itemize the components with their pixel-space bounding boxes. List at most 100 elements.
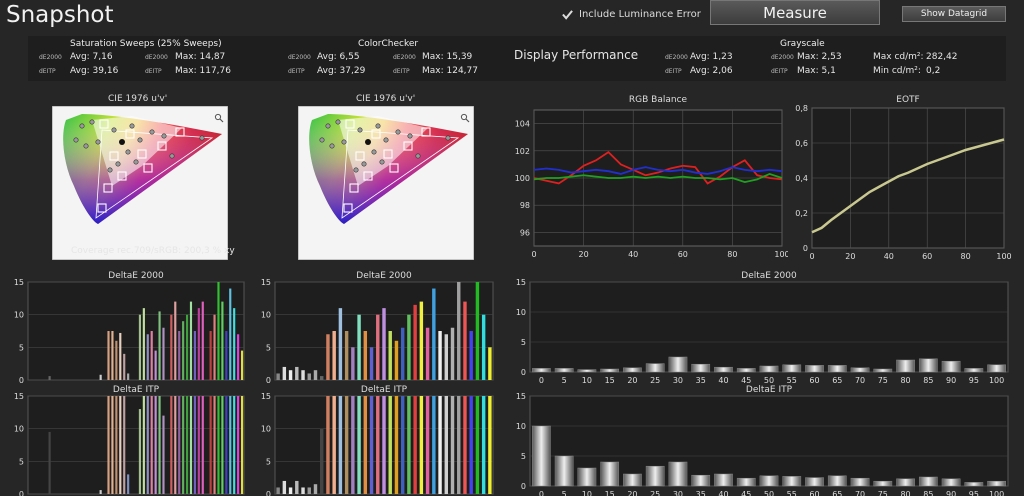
x-tick-label: 25 [650,376,660,384]
x-tick-label: 40 [718,490,728,496]
y-tick-label: 96 [520,228,530,237]
y-tick-label: 15 [14,392,24,401]
x-tick-label: 50 [764,490,774,496]
saturation-sweeps-title: Saturation Sweeps (25% Sweeps) [70,39,222,49]
x-tick-label: 10 [582,376,592,384]
measured-point [445,135,451,141]
bar [185,314,189,380]
bar [170,396,173,494]
bar [388,396,392,494]
measured-point [325,123,331,129]
bar [432,288,436,380]
x-tick-label: 5 [562,376,567,384]
bar [444,396,448,494]
bar [363,396,368,494]
bar [229,396,232,494]
y-tick-label: 5 [19,343,24,352]
measured-point [129,123,135,129]
x-tick-label: 25 [650,490,660,496]
x-tick-label: 100 [996,252,1011,261]
x-tick-label: 15 [605,376,615,384]
white-point [119,139,125,145]
x-tick-label: 40 [628,250,638,259]
measured-point [341,139,347,145]
measured-point [95,139,101,145]
bar [918,476,938,487]
y-tick-label: 5 [521,338,526,347]
cie-diagram-left[interactable] [52,106,228,260]
bar [307,373,311,380]
y-tick-label: 5 [266,457,271,466]
y-tick-label: 0 [803,244,808,253]
bar [850,477,870,487]
bar [645,465,665,487]
y-tick-label: 0 [521,482,526,491]
y-tick-label: 10 [14,311,24,320]
bar [185,396,189,494]
bar [193,331,196,380]
plot-area [529,281,1009,373]
bar [577,369,597,373]
measure-button[interactable]: Measure [710,0,880,25]
bar [150,396,153,494]
cie-title-left: CIE 1976 u'v' [108,94,168,104]
bar [276,487,280,494]
cie-diagram-right[interactable] [298,106,474,260]
grayscale-deltaeitp-chart: DeltaE ITP 0 5 10 15 0 5 10 15 20 25 30 35 40 45 50 55 60… [516,385,1009,496]
bar [400,396,405,494]
bar [332,331,336,380]
bar [240,350,244,380]
gs-deitp-max: Max: 5,1 [797,66,836,76]
bar [736,477,756,487]
bar [623,473,642,487]
x-tick-label: 80 [727,250,737,259]
bar [229,288,232,380]
bar [174,396,177,494]
bar [162,327,165,380]
bar [376,314,380,380]
bar [111,331,114,380]
measured-point [133,159,139,165]
bar [221,301,224,380]
white-point [365,139,371,145]
show-datagrid-button[interactable]: Show Datagrid [902,6,1006,22]
x-tick-label: 20 [627,376,637,384]
bar [481,396,486,494]
x-tick-label: 0 [539,376,544,384]
bar [351,396,355,494]
magnifier-lens [214,113,222,121]
target-square [355,151,365,161]
bar [197,396,200,494]
measured-point [361,161,367,167]
chart-title: DeltaE 2000 [741,271,797,281]
gs-min-luminance-label: Min cd/m²: [873,66,921,76]
bar [213,314,216,380]
magnifier-icon [460,113,470,123]
checkmark-icon [562,10,573,20]
bar [896,359,915,373]
bar [233,308,236,380]
bar [759,365,779,373]
x-tick-label: 20 [579,250,589,259]
measured-point [353,167,359,173]
x-tick-label: 0 [531,250,536,259]
bar [964,482,984,487]
bar [201,396,204,494]
measured-point [407,133,413,139]
target-square [125,129,135,139]
bar [357,396,361,494]
series-line-blue [533,166,783,175]
include-luminance-toggle[interactable]: Include Luminance Error [562,9,701,20]
bar [577,467,597,487]
gs-de2000-max: Max: 2,53 [797,52,842,62]
x-tick-label: 75 [878,376,888,384]
grayscale-title: Grayscale [780,39,825,49]
x-tick-label: 45 [741,376,751,384]
bar [182,321,185,380]
bar [736,368,756,373]
colorchecker-deltaeitp-chart: DeltaE ITP 0 5 10 15 [261,385,494,496]
target-square [157,141,167,151]
bar [918,358,938,373]
bar [438,331,442,380]
y-tick-label: 0,8 [795,104,808,113]
